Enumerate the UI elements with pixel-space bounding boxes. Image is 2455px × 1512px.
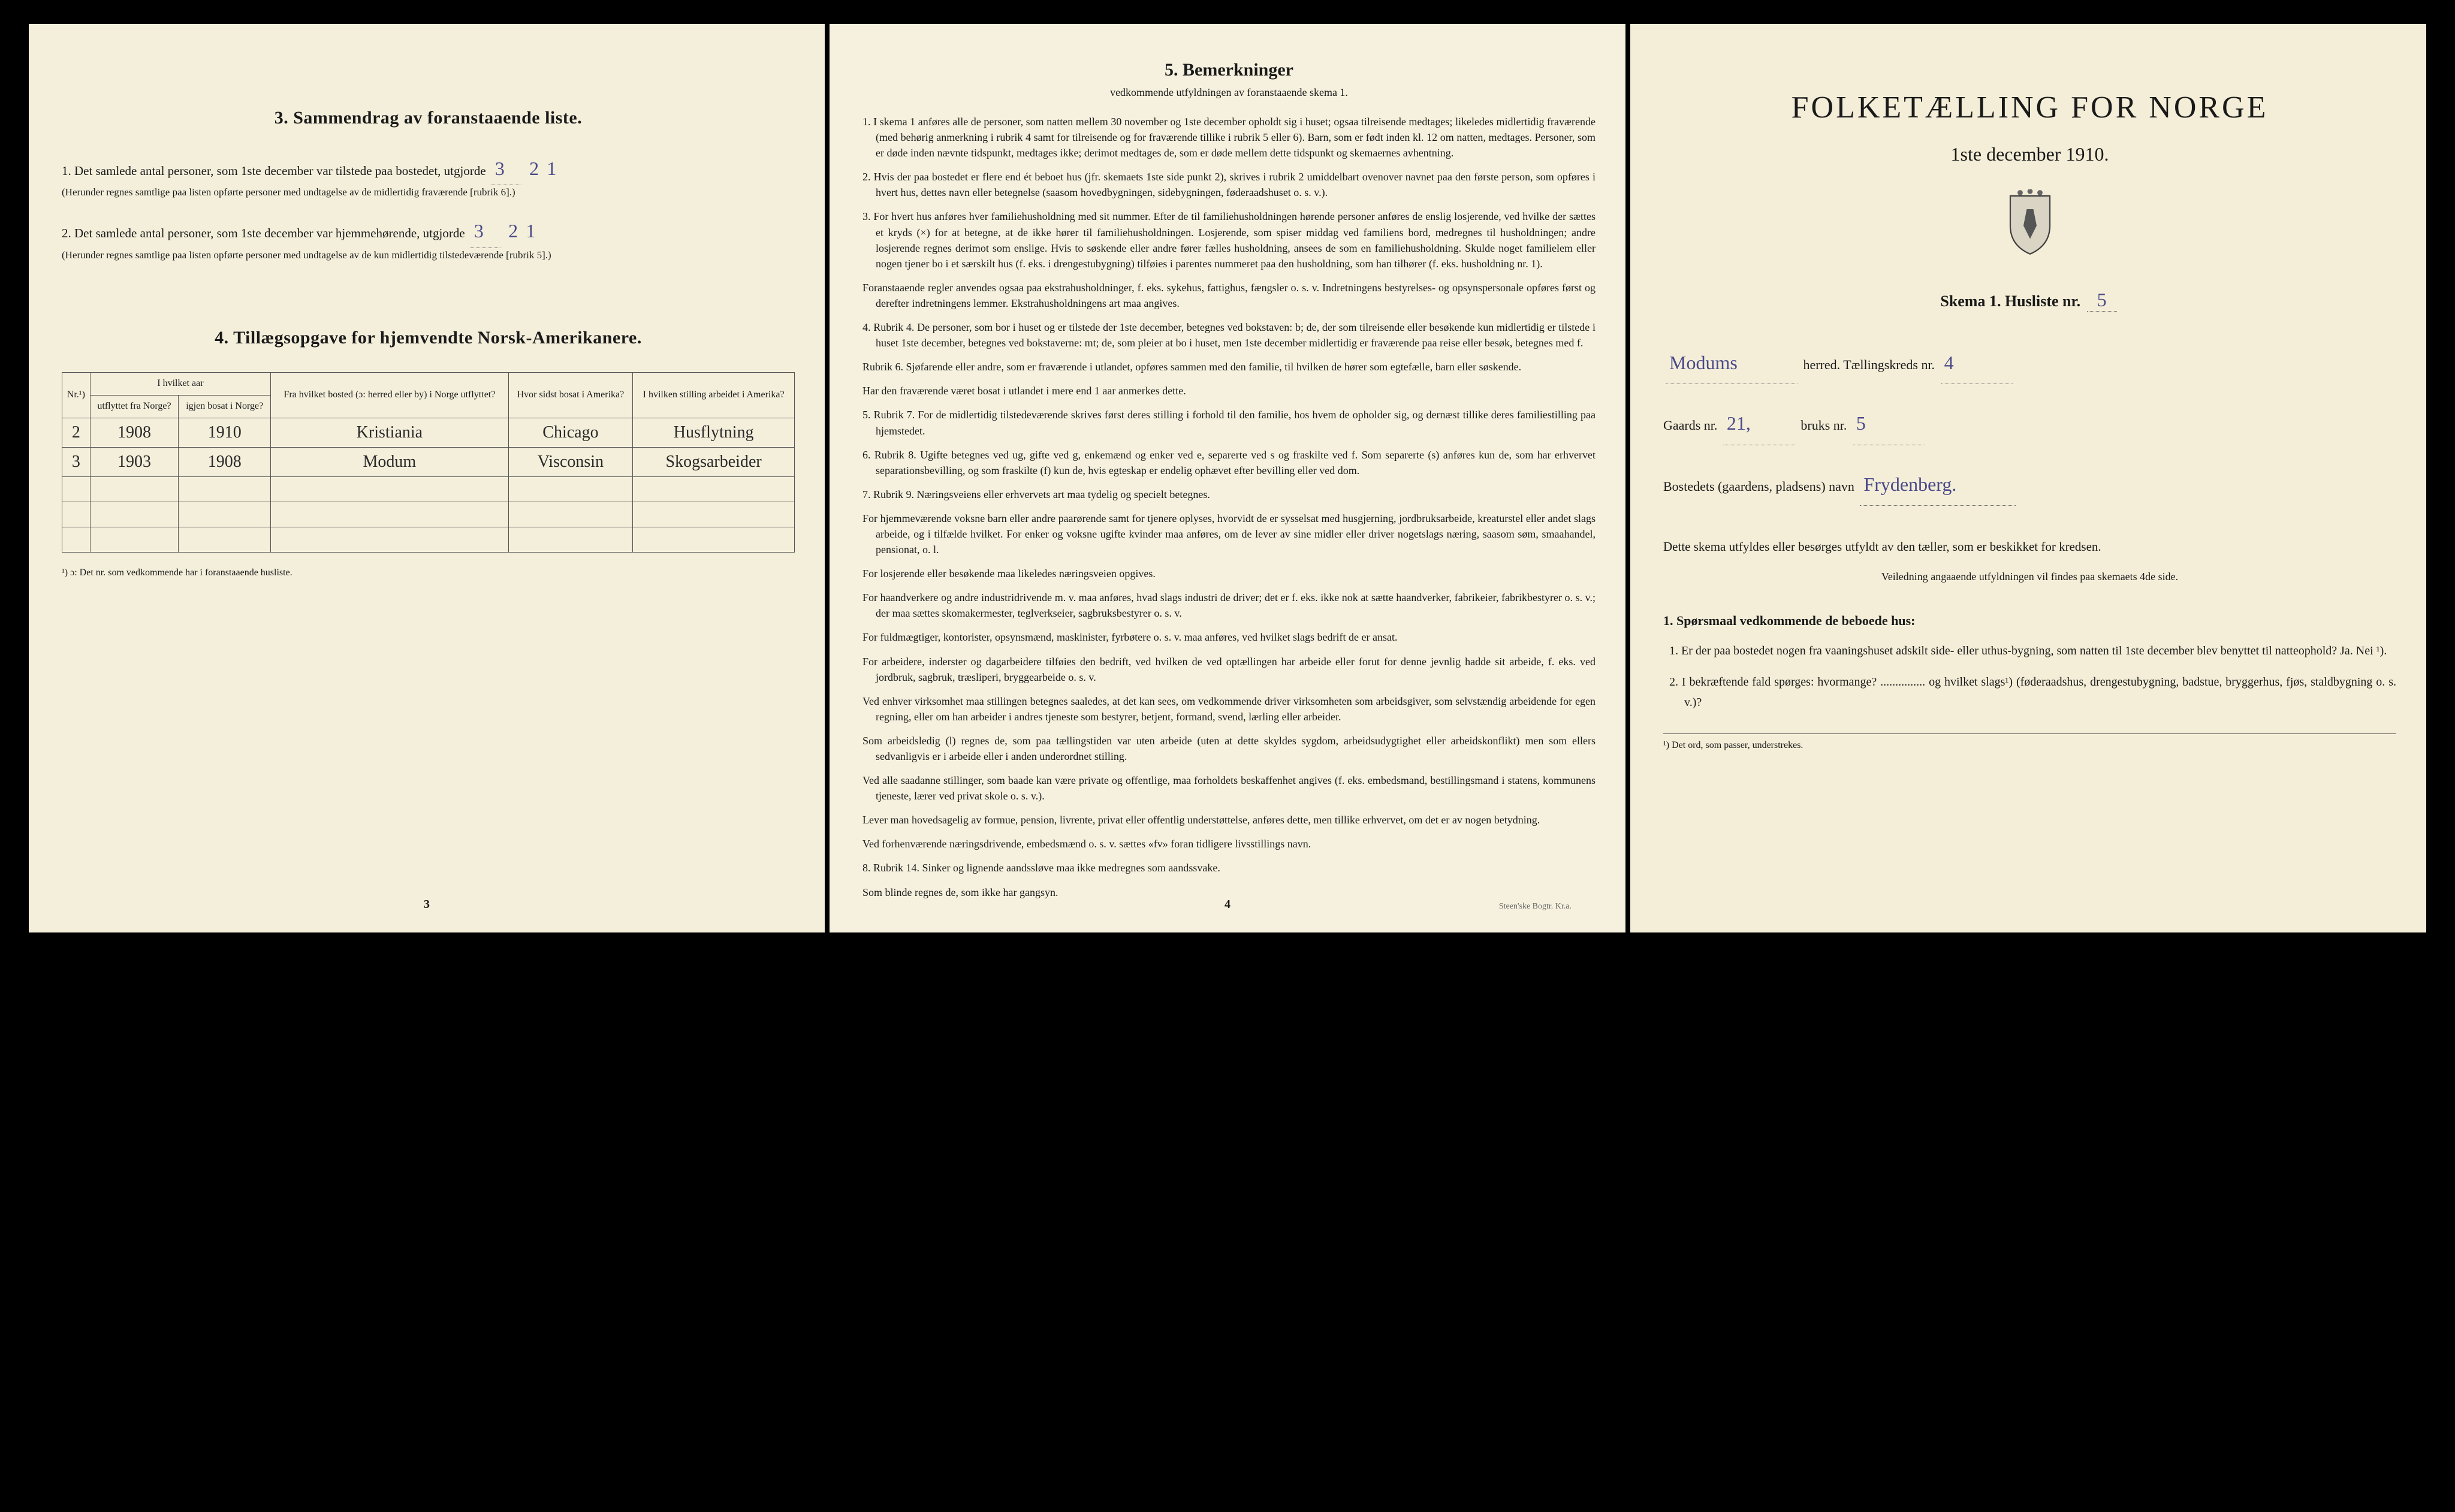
bemerk-item: Foranstaaende regler anvendes ogsaa paa … bbox=[876, 280, 1596, 311]
bemerk-item: For arbeidere, inderster og dagarbeidere… bbox=[876, 654, 1596, 685]
item2-hw2: 2 bbox=[508, 215, 518, 247]
question-2: 2. I bekræftende fald spørges: hvormange… bbox=[1684, 672, 2396, 713]
bemerk-item: Har den fraværende været bosat i utlande… bbox=[876, 383, 1596, 399]
cell-fra: Kristiania bbox=[271, 418, 508, 447]
bemerkninger-list: 1. I skema 1 anføres alle de personer, s… bbox=[862, 114, 1596, 900]
section-4-heading: 4. Tillægsopgave for hjemvendte Norsk-Am… bbox=[62, 328, 795, 348]
bemerk-item: 7. Rubrik 9. Næringsveiens eller erhverv… bbox=[876, 487, 1596, 502]
bemerk-item: 2. Hvis der paa bostedet er flere end ét… bbox=[876, 169, 1596, 200]
bemerk-item: 1. I skema 1 anføres alle de personer, s… bbox=[876, 114, 1596, 161]
page-front: FOLKETÆLLING FOR NORGE 1ste december 191… bbox=[1630, 24, 2426, 932]
coat-of-arms bbox=[1663, 189, 2396, 259]
bemerk-item: For losjerende eller besøkende maa likel… bbox=[876, 566, 1596, 581]
printer-imprint: Steen'ske Bogtr. Kr.a. bbox=[1499, 902, 1572, 912]
bemerk-item: 3. For hvert hus anføres hver familiehus… bbox=[876, 209, 1596, 271]
sporsmaal-heading: 1. Spørsmaal vedkommende de beboede hus: bbox=[1663, 613, 2396, 629]
herred-name: Modums bbox=[1666, 342, 1797, 384]
page-number-3: 3 bbox=[29, 898, 825, 912]
col-aar-top: I hvilket aar bbox=[90, 373, 270, 396]
item1-hw1: 3 bbox=[491, 152, 521, 185]
amerikanere-table: Nr.¹) I hvilket aar Fra hvilket bosted (… bbox=[62, 372, 795, 553]
item2-hw3: 1 bbox=[526, 215, 535, 247]
bemerk-item: Som arbeidsledig (l) regnes de, som paa … bbox=[876, 733, 1596, 764]
veiledning-text: Veiledning angaaende utfyldningen vil fi… bbox=[1663, 571, 2396, 583]
gaards-line: Gaards nr. 21, bruks nr. 5 bbox=[1663, 402, 2396, 445]
table-row-blank bbox=[62, 527, 795, 552]
cell-stilling: Husflytning bbox=[633, 418, 795, 447]
cell-stilling: Skogsarbeider bbox=[633, 447, 795, 476]
bemerk-item: 8. Rubrik 14. Sinker og lignende aandssl… bbox=[876, 860, 1596, 876]
bemerk-item: For fuldmægtiger, kontorister, opsynsmæn… bbox=[876, 629, 1596, 645]
cell-fra: Modum bbox=[271, 447, 508, 476]
col-stilling: I hvilken stilling arbeidet i Amerika? bbox=[633, 373, 795, 418]
question-1: 1. Er der paa bostedet nogen fra vaaning… bbox=[1684, 641, 2396, 661]
section-5-heading: 5. Bemerkninger bbox=[862, 60, 1596, 80]
bruks-label: bruks nr. bbox=[1800, 418, 1847, 433]
page-4: 5. Bemerkninger vedkommende utfyldningen… bbox=[830, 24, 1625, 932]
col-nr: Nr.¹) bbox=[62, 373, 91, 418]
section3-item2: 2. Det samlede antal personer, som 1ste … bbox=[62, 215, 795, 262]
bemerk-item: 6. Rubrik 8. Ugifte betegnes ved ug, gif… bbox=[876, 447, 1596, 478]
title-date: 1ste december 1910. bbox=[1663, 143, 2396, 165]
col-igjen: igjen bosat i Norge? bbox=[179, 396, 271, 418]
section3-item1: 1. Det samlede antal personer, som 1ste … bbox=[62, 152, 795, 200]
cell-nr: 3 bbox=[62, 447, 91, 476]
bemerk-item: Ved alle saadanne stillinger, som baade … bbox=[876, 772, 1596, 804]
footnote-rule: ¹) Det ord, som passer, understrekes. bbox=[1663, 734, 2396, 751]
item1-hw3: 1 bbox=[547, 152, 556, 185]
item2-hw1: 3 bbox=[471, 215, 500, 248]
col-hvor: Hvor sidst bosat i Amerika? bbox=[508, 373, 633, 418]
table-row: 319031908ModumVisconsinSkogsarbeider bbox=[62, 447, 795, 476]
bosted-name: Frydenberg. bbox=[1860, 463, 2016, 506]
cell-igjen: 1908 bbox=[179, 447, 271, 476]
cell-hvor: Chicago bbox=[508, 418, 633, 447]
bosted-line: Bostedets (gaardens, pladsens) navn Fryd… bbox=[1663, 463, 2396, 506]
shield-icon bbox=[2003, 189, 2057, 255]
q2-text: 2. I bekræftende fald spørges: hvormange… bbox=[1669, 675, 2396, 709]
skema-label: Skema 1. Husliste nr. bbox=[1940, 292, 2080, 310]
cell-hvor: Visconsin bbox=[508, 447, 633, 476]
document-spread: 3. Sammendrag av foranstaaende liste. 1.… bbox=[29, 24, 2426, 932]
instruction-text: Dette skema utfyldes eller besørges utfy… bbox=[1663, 536, 2396, 559]
cell-ut: 1903 bbox=[90, 447, 179, 476]
col-fra: Fra hvilket bosted (ɔ: herred eller by) … bbox=[271, 373, 508, 418]
section-3-heading: 3. Sammendrag av foranstaaende liste. bbox=[62, 108, 795, 128]
bemerk-item: Lever man hovedsagelig av formue, pensio… bbox=[876, 812, 1596, 828]
col-utflyttet: utflyttet fra Norge? bbox=[90, 396, 179, 418]
item2-text: 2. Det samlede antal personer, som 1ste … bbox=[62, 226, 465, 240]
gaards-label: Gaards nr. bbox=[1663, 418, 1717, 433]
skema-line: Skema 1. Husliste nr. 5 bbox=[1663, 289, 2396, 312]
herred-label: herred. Tællingskreds nr. bbox=[1803, 357, 1935, 372]
bemerk-item: 5. Rubrik 7. For de midlertidig tilstede… bbox=[876, 407, 1596, 438]
bemerk-item: For hjemmeværende voksne barn eller andr… bbox=[876, 511, 1596, 557]
cell-igjen: 1910 bbox=[179, 418, 271, 447]
kreds-nr: 4 bbox=[1941, 342, 2013, 384]
item1-hw2: 2 bbox=[529, 152, 539, 185]
table-row-blank bbox=[62, 502, 795, 527]
husliste-nr: 5 bbox=[2087, 289, 2117, 312]
table-row: 219081910KristianiaChicagoHusflytning bbox=[62, 418, 795, 447]
cell-ut: 1908 bbox=[90, 418, 179, 447]
bemerk-item: 4. Rubrik 4. De personer, som bor i huse… bbox=[876, 319, 1596, 351]
item1-text: 1. Det samlede antal personer, som 1ste … bbox=[62, 164, 486, 178]
bosted-label: Bostedets (gaardens, pladsens) navn bbox=[1663, 479, 1854, 494]
gaards-nr: 21, bbox=[1723, 402, 1795, 445]
main-title: FOLKETÆLLING FOR NORGE bbox=[1663, 90, 2396, 125]
bemerk-item: Rubrik 6. Sjøfarende eller andre, som er… bbox=[876, 359, 1596, 375]
table-footnote: ¹) ɔ: Det nr. som vedkommende har i fora… bbox=[62, 568, 795, 578]
bemerk-item: Ved forhenværende næringsdrivende, embed… bbox=[876, 836, 1596, 852]
bemerk-item: For haandverkere og andre industridriven… bbox=[876, 590, 1596, 621]
cell-nr: 2 bbox=[62, 418, 91, 447]
bemerk-item: Ved enhver virksomhet maa stillingen bet… bbox=[876, 693, 1596, 725]
bruks-nr: 5 bbox=[1853, 402, 1925, 445]
page-3: 3. Sammendrag av foranstaaende liste. 1.… bbox=[29, 24, 825, 932]
item2-fine: (Herunder regnes samtlige paa listen opf… bbox=[62, 248, 795, 262]
table-row-blank bbox=[62, 476, 795, 502]
item1-fine: (Herunder regnes samtlige paa listen opf… bbox=[62, 185, 795, 200]
section-5-sub: vedkommende utfyldningen av foranstaaend… bbox=[862, 86, 1596, 99]
herred-line: Modums herred. Tællingskreds nr. 4 bbox=[1663, 342, 2396, 384]
q1-text: 1. Er der paa bostedet nogen fra vaaning… bbox=[1669, 644, 2387, 657]
